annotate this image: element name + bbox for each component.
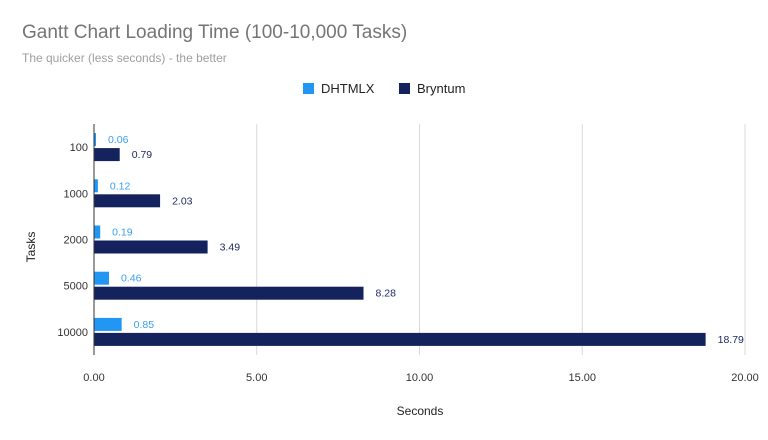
data-labels: 0.060.79 0.12 2.03 0.19 3.49 0.46 8.28 0.85 18.7… (108, 134, 744, 346)
x-tick-label: 0.00 (83, 372, 104, 384)
bar-bryntum-2000[interactable] (94, 240, 208, 254)
y-tick-label: 1000 (64, 188, 88, 200)
data-label: 0.19 (112, 227, 133, 239)
x-tick-label: 5.00 (246, 372, 267, 384)
bar-dhtmlx-5000[interactable] (94, 271, 109, 285)
legend[interactable]: DHTMLX Bryntum (303, 81, 465, 96)
x-tick-label: 20.00 (731, 372, 759, 384)
data-label: 0.79 (132, 149, 153, 161)
grid-lines (256, 124, 746, 355)
bar-dhtmlx-10000[interactable] (94, 317, 122, 331)
data-label: 18.79 (718, 334, 744, 346)
bar-dhtmlx-1000[interactable] (94, 179, 98, 193)
chart-title: Gantt Chart Loading Time (100-10,000 Tas… (22, 22, 408, 43)
axes: 0.00 5.00 10.00 15.00 20.00 100 1000 2000 5000 10… (57, 124, 759, 384)
data-label: 0.85 (134, 319, 155, 331)
data-label: 0.06 (108, 134, 129, 146)
legend-swatch-bryntum[interactable] (399, 83, 410, 94)
legend-label-bryntum[interactable]: Bryntum (417, 81, 465, 96)
x-axis-title: Seconds (397, 404, 444, 418)
bar-bryntum-10000[interactable] (94, 332, 706, 346)
bars (94, 133, 706, 346)
x-tick-label: 10.00 (406, 372, 434, 384)
bar-bryntum-100[interactable] (94, 148, 120, 162)
bar-bryntum-5000[interactable] (94, 286, 364, 300)
y-axis-title: Tasks (24, 232, 38, 263)
x-tick-label: 15.00 (568, 372, 596, 384)
chart-subtitle: The quicker (less seconds) - the better (22, 51, 227, 65)
bar-dhtmlx-100[interactable] (94, 133, 96, 147)
data-label: 0.46 (121, 273, 142, 285)
legend-label-dhtmlx[interactable]: DHTMLX (321, 81, 375, 96)
bar-dhtmlx-2000[interactable] (94, 225, 101, 239)
y-tick-label: 100 (70, 142, 88, 154)
legend-swatch-dhtmlx[interactable] (303, 83, 314, 94)
data-label: 8.28 (376, 288, 397, 300)
bar-bryntum-1000[interactable] (94, 194, 161, 208)
y-tick-label: 10000 (57, 327, 88, 339)
y-tick-label: 2000 (64, 235, 88, 247)
y-tick-label: 5000 (64, 281, 88, 293)
data-label: 2.03 (172, 195, 193, 207)
data-label: 0.12 (110, 180, 131, 192)
data-label: 3.49 (220, 242, 241, 254)
